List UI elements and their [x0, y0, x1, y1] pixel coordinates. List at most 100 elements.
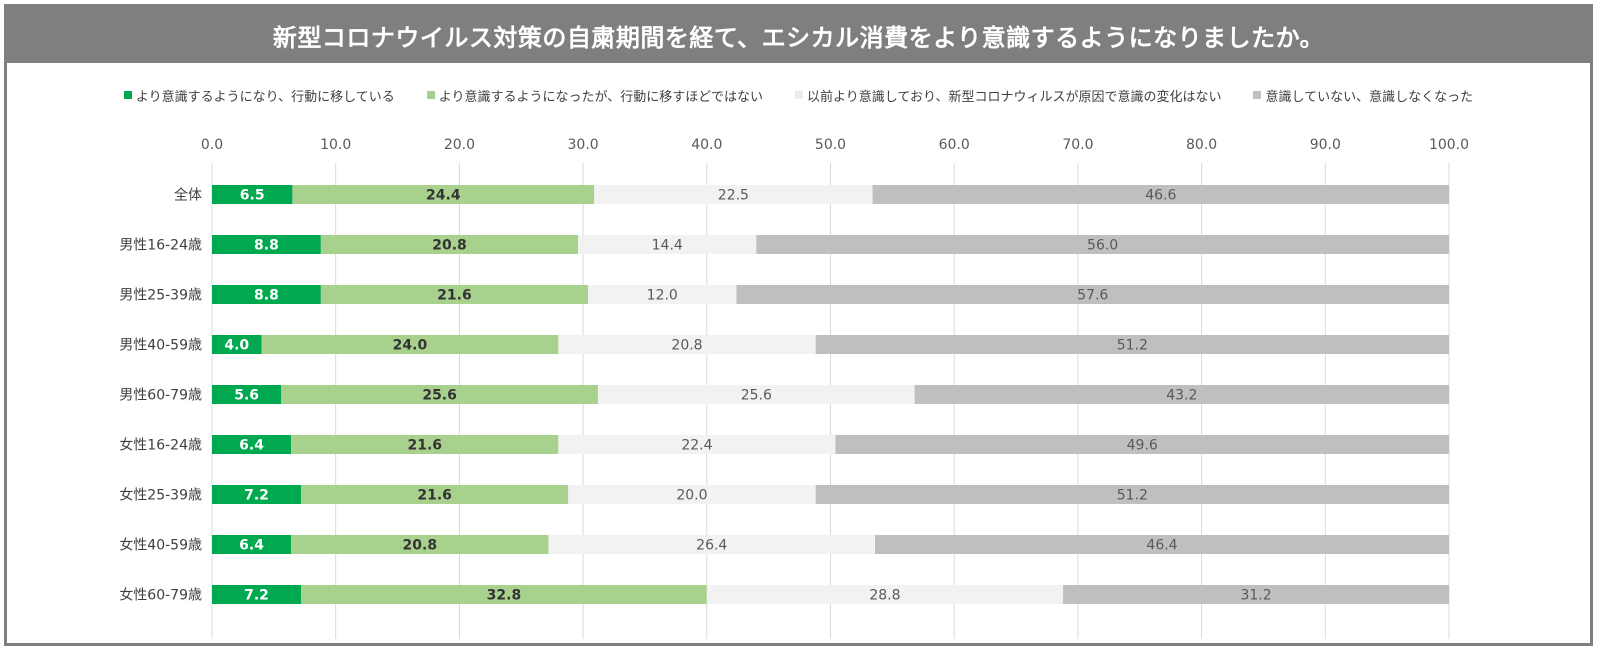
bar-segment — [301, 485, 569, 504]
data-label: 6.4 — [239, 538, 264, 554]
x-tick-label: 10.0 — [320, 137, 351, 153]
x-tick-label: 90.0 — [1310, 137, 1341, 153]
data-label: 25.6 — [741, 388, 772, 404]
y-category-label: 男性60-79歳 — [119, 388, 202, 404]
data-label: 24.0 — [393, 338, 428, 354]
bar-segment — [875, 535, 1449, 554]
x-tick-label: 50.0 — [815, 137, 846, 153]
data-label: 20.8 — [403, 538, 438, 554]
y-category-label: 男性25-39歳 — [119, 288, 202, 304]
data-label: 46.6 — [1145, 188, 1176, 204]
legend-item: より意識するようになったが、行動に移すほどではない — [426, 86, 763, 105]
bar-segment — [706, 585, 1064, 604]
bar-segment — [756, 235, 1449, 254]
data-label: 6.4 — [239, 438, 264, 454]
x-tick-label: 20.0 — [444, 137, 475, 153]
y-category-label: 女性16-24歳 — [119, 437, 202, 454]
legend-swatch — [1253, 91, 1262, 99]
chart-frame: 新型コロナウイルス対策の自粛期間を経て、エシカル消費をより意識するようになりまし… — [4, 4, 1593, 646]
data-label: 43.2 — [1166, 388, 1197, 404]
bar-segment — [872, 185, 1449, 204]
x-tick-label: 80.0 — [1186, 137, 1217, 153]
data-label: 21.6 — [417, 488, 452, 504]
data-label: 20.8 — [432, 238, 467, 254]
data-label: 31.2 — [1240, 588, 1271, 604]
legend-item: 意識していない、意識しなくなった — [1253, 86, 1473, 105]
data-label: 46.4 — [1146, 538, 1177, 554]
bar-segment — [212, 185, 293, 204]
legend-item: 以前より意識しており、新型コロナウィルスが原因で意識の変化はない — [795, 86, 1221, 105]
bar-segment — [914, 385, 1449, 404]
data-label: 51.2 — [1117, 338, 1148, 354]
legend-swatch — [795, 91, 803, 99]
legend-item: より意識するようになり、行動に移している — [123, 86, 395, 105]
bar-segment — [594, 185, 873, 204]
bar-segment — [212, 435, 292, 454]
legend-swatch — [426, 91, 435, 99]
bar-segment — [320, 285, 589, 304]
data-label: 12.0 — [647, 288, 678, 304]
data-label: 22.5 — [718, 188, 749, 204]
x-tick-label: 30.0 — [568, 137, 599, 153]
bar-segment — [548, 535, 876, 554]
bar-segment — [301, 585, 707, 604]
legend-label: 以前より意識しており、新型コロナウィルスが原因で意識の変化はない — [807, 89, 1222, 105]
bar-segment — [212, 585, 302, 604]
bar-segment — [212, 235, 321, 254]
bar-segment — [292, 185, 595, 204]
data-label: 6.5 — [240, 188, 265, 204]
data-label: 25.6 — [422, 388, 457, 404]
bar-segment — [291, 535, 549, 554]
bar-chart: 0.0 10.0 20.0 30.0 40.0 50.0 60.0 70.0 80.0 90.0 1… — [119, 137, 1469, 639]
bar-segment — [558, 435, 836, 454]
bar-segment — [835, 435, 1449, 454]
x-tick-label: 100.0 — [1429, 137, 1469, 153]
data-label: 57.6 — [1077, 288, 1108, 304]
data-label: 28.8 — [869, 588, 900, 604]
y-category-label: 全体 — [174, 187, 202, 204]
bar-segment — [568, 485, 816, 504]
data-label: 24.4 — [426, 188, 461, 204]
y-category-label: 女性25-39歳 — [119, 487, 202, 504]
legend-label: より意識するようになったが、行動に移すほどではない — [438, 89, 763, 105]
data-label: 14.4 — [652, 238, 683, 254]
chart-legend: より意識するようになり、行動に移している より意識するようになったが、行動に移すほ… — [7, 85, 1590, 105]
y-category-label: 男性40-59歳 — [119, 338, 202, 354]
x-tick-label: 0.0 — [201, 137, 223, 153]
bar-segment — [320, 235, 579, 254]
data-label: 56.0 — [1087, 238, 1118, 254]
data-label: 4.0 — [224, 338, 249, 354]
data-label: 49.6 — [1127, 438, 1158, 454]
bar-segment — [578, 235, 757, 254]
bar-segment — [291, 435, 559, 454]
bar-segment — [815, 335, 1449, 354]
data-label: 26.4 — [696, 538, 727, 554]
bar-segment — [212, 335, 262, 354]
data-label: 7.2 — [244, 488, 269, 504]
x-tick-label: 40.0 — [691, 137, 722, 153]
data-label: 7.2 — [244, 588, 269, 604]
y-category-label: 女性60-79歳 — [119, 587, 202, 604]
y-category-label: 男性16-24歳 — [119, 238, 202, 254]
data-label: 21.6 — [407, 438, 442, 454]
data-label: 51.2 — [1117, 488, 1148, 504]
data-label: 32.8 — [487, 588, 522, 604]
bar-segment — [815, 485, 1449, 504]
data-label: 22.4 — [681, 438, 712, 454]
bar-segment — [558, 335, 816, 354]
x-tick-label: 60.0 — [939, 137, 970, 153]
bar-segment — [212, 485, 302, 504]
bar-segment — [736, 285, 1449, 304]
data-label: 8.8 — [254, 288, 279, 304]
y-category-label: 女性40-59歳 — [119, 537, 202, 554]
x-tick-label: 70.0 — [1062, 137, 1093, 153]
bar-segment — [212, 385, 282, 404]
bar-segment — [1063, 585, 1449, 604]
legend-swatch — [123, 91, 132, 99]
legend-label: 意識していない、意識しなくなった — [1265, 89, 1474, 105]
data-label: 5.6 — [234, 388, 259, 404]
bar-segment — [588, 285, 737, 304]
data-label: 20.0 — [676, 488, 707, 504]
bar-segment — [281, 385, 598, 404]
data-label: 21.6 — [437, 288, 472, 304]
